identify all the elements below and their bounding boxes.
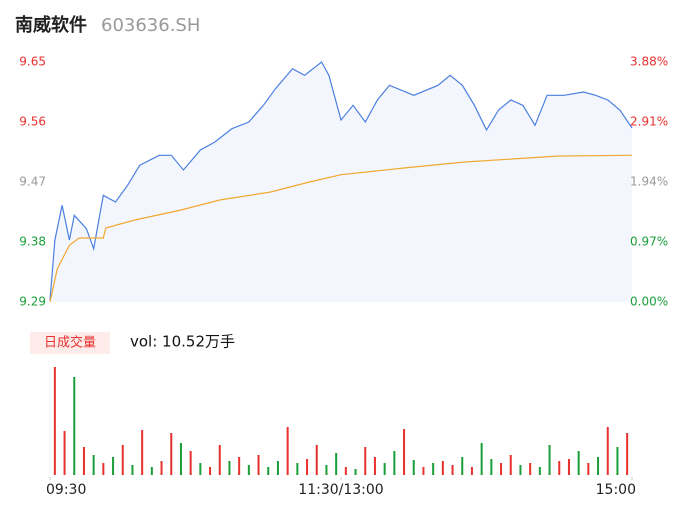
- volume-bar: [529, 463, 532, 475]
- y-tick-label: 9.56: [19, 115, 46, 129]
- y-tick-label: 9.38: [19, 235, 46, 249]
- volume-bar: [131, 465, 134, 475]
- stock-name: 南威软件: [15, 14, 87, 36]
- y-tick-label: 9.29: [19, 295, 46, 309]
- volume-bar: [286, 427, 289, 475]
- volume-bar: [577, 451, 580, 475]
- volume-bar: [335, 453, 338, 475]
- volume-bar: [276, 461, 279, 475]
- volume-bar: [519, 465, 522, 475]
- volume-bar: [170, 433, 173, 475]
- volume-bar: [121, 445, 124, 475]
- volume-bar: [315, 445, 318, 475]
- volume-bar: [112, 457, 115, 475]
- price-area: [50, 62, 632, 302]
- volume-bar: [393, 451, 396, 475]
- volume-bar: [238, 457, 241, 475]
- volume-bar: [82, 447, 85, 475]
- y2-tick-label: 1.94%: [630, 175, 668, 189]
- volume-bar: [616, 447, 619, 475]
- volume-bar: [606, 427, 609, 475]
- volume-bar: [490, 459, 493, 475]
- volume-bar: [141, 430, 144, 475]
- volume-bar: [422, 467, 425, 475]
- volume-bar: [412, 460, 415, 475]
- series-line: [49, 61, 633, 301]
- volume-label: 日成交量: [44, 335, 96, 351]
- volume-bar: [461, 457, 464, 475]
- volume-bar: [509, 455, 512, 475]
- y-tick-label: 9.47: [19, 175, 46, 189]
- volume-bar: [102, 463, 105, 475]
- volume-bar: [92, 455, 95, 475]
- volume-bar: [189, 451, 192, 475]
- x-tick-label: 09:30: [46, 482, 86, 498]
- volume-bar: [558, 461, 561, 475]
- volume-bar: [73, 377, 76, 475]
- volume-bar: [199, 463, 202, 475]
- volume-bar: [383, 463, 386, 475]
- y2-tick-label: 0.00%: [630, 295, 668, 309]
- volume-bar: [257, 455, 260, 475]
- volume-summary: vol: 10.52万手: [130, 333, 235, 351]
- x-tick-label: 11:30/13:00: [298, 482, 383, 498]
- y2-tick-label: 3.88%: [630, 55, 668, 69]
- y-tick-label: 9.65: [19, 55, 46, 69]
- volume-bar: [247, 465, 250, 475]
- volume-bar: [500, 463, 503, 475]
- volume-bar: [451, 465, 454, 475]
- volume-bar: [325, 465, 328, 475]
- y2-tick-label: 0.97%: [630, 235, 668, 249]
- volume-bar: [441, 461, 444, 475]
- volume-bar: [432, 463, 435, 475]
- volume-bar: [470, 467, 473, 475]
- volume-bar: [228, 461, 231, 475]
- volume-bar: [296, 463, 299, 475]
- volume-bar: [597, 457, 600, 475]
- volume-bar: [209, 467, 212, 475]
- volume-bar: [403, 429, 406, 475]
- volume-bar: [364, 447, 367, 475]
- volume-bar: [548, 445, 551, 475]
- volume-bar: [63, 431, 66, 475]
- x-tick-label: 15:00: [596, 482, 636, 498]
- y2-tick-label: 2.91%: [630, 115, 668, 129]
- volume-bar: [160, 461, 163, 475]
- volume-bar: [480, 443, 483, 475]
- volume-bar: [587, 463, 590, 475]
- volume-bar: [354, 469, 357, 475]
- volume-bar: [567, 459, 570, 475]
- volume-bar: [626, 433, 629, 475]
- volume-bar: [150, 467, 153, 475]
- volume-bar: [538, 467, 541, 475]
- volume-bar: [53, 367, 56, 475]
- volume-label-bg: [30, 332, 110, 354]
- stock-code: 603636.SH: [101, 15, 200, 36]
- volume-bar: [344, 467, 347, 475]
- volume-bar: [306, 459, 309, 475]
- volume-bar: [179, 443, 182, 475]
- volume-bar: [373, 457, 376, 475]
- volume-bar: [218, 445, 221, 475]
- volume-bar: [267, 467, 270, 475]
- series-line: [49, 154, 633, 303]
